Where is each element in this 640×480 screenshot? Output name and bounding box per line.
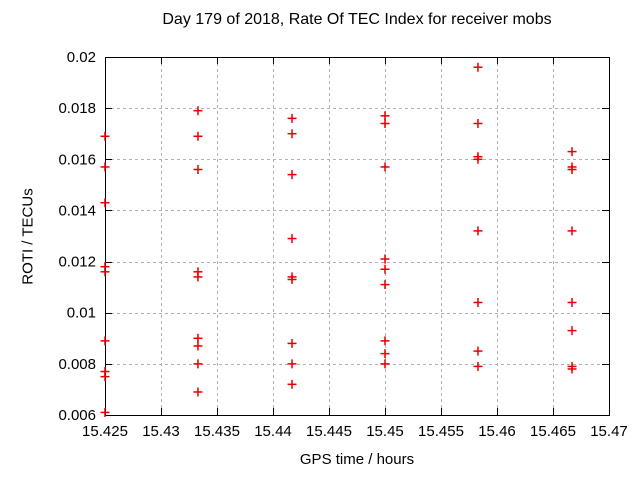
x-tick-label: 15.46	[478, 423, 516, 440]
y-tick-label: 0.016	[58, 151, 96, 168]
y-tick-label: 0.006	[58, 407, 96, 424]
y-tick-label: 0.02	[67, 49, 96, 66]
y-tick-label: 0.018	[58, 100, 96, 117]
x-tick-label: 15.465	[530, 423, 576, 440]
y-tick-label: 0.01	[67, 305, 96, 322]
x-axis-label: GPS time / hours	[299, 451, 415, 468]
x-tick-label: 15.455	[418, 423, 464, 440]
chart-title: Day 179 of 2018, Rate Of TEC Index for r…	[162, 11, 552, 28]
x-tick-label: 15.44	[254, 423, 292, 440]
x-tick-label: 15.45	[366, 423, 404, 440]
x-tick-label: 15.435	[194, 423, 240, 440]
x-tick-label: 15.47	[590, 423, 628, 440]
y-tick-label: 0.008	[58, 356, 96, 373]
x-tick-label: 15.43	[142, 423, 180, 440]
y-tick-label: 0.012	[58, 254, 96, 271]
x-tick-label: 15.445	[306, 423, 352, 440]
y-tick-label: 0.014	[58, 202, 96, 219]
x-tick-label: 15.425	[82, 423, 128, 440]
plot-border	[105, 57, 610, 416]
